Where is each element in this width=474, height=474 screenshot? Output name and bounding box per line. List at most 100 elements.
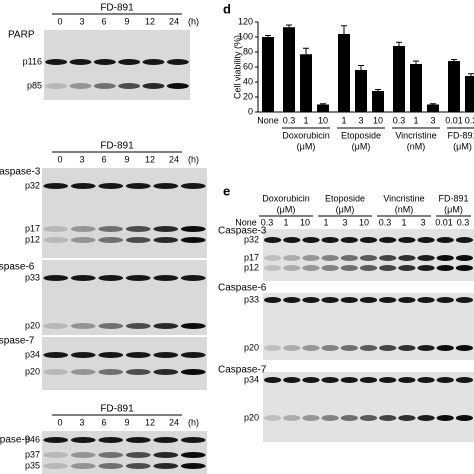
y-tick-label: 40 <box>243 76 253 86</box>
band <box>359 377 378 383</box>
dose-label: 10 <box>359 217 369 227</box>
protein-label: Caspase-7 <box>0 336 35 347</box>
band <box>263 297 282 303</box>
group-unit: (μM) <box>444 204 463 214</box>
band <box>455 237 474 243</box>
band <box>180 452 206 458</box>
x-tick-label: 1 <box>341 115 346 125</box>
x-tick-label: 1 <box>303 115 308 125</box>
band <box>125 226 151 232</box>
band <box>153 463 179 469</box>
bar <box>393 46 405 112</box>
band <box>69 59 92 65</box>
time-unit: (h) <box>188 154 199 164</box>
time-label: 3 <box>79 154 84 164</box>
band <box>302 345 320 351</box>
band <box>70 237 96 243</box>
band <box>321 265 339 271</box>
band <box>118 59 141 65</box>
y-tick-label: 20 <box>243 91 253 101</box>
band <box>98 323 124 329</box>
time-label: 24 <box>169 154 179 164</box>
band <box>98 437 124 443</box>
x-tick-label: 1 <box>413 115 418 125</box>
band <box>70 452 96 458</box>
treatment-label: FD-891 <box>100 3 134 14</box>
x-tick-label: None <box>257 115 279 125</box>
x-tick-label: 0.3 <box>393 115 406 125</box>
band <box>379 377 397 383</box>
band <box>263 377 282 383</box>
band <box>125 452 151 458</box>
band <box>70 463 96 469</box>
band <box>180 463 206 469</box>
band <box>43 275 69 281</box>
blot <box>42 431 207 474</box>
band <box>153 369 179 375</box>
band <box>340 265 358 271</box>
band <box>70 323 96 329</box>
dose-label: 1 <box>401 217 406 227</box>
band <box>166 59 189 65</box>
band <box>43 369 69 375</box>
y-tick-label: 80 <box>243 46 253 56</box>
dose-label: 10 <box>300 217 310 227</box>
group-label: Doxorubicin <box>282 130 330 140</box>
bar <box>410 64 422 112</box>
time-label: 9 <box>124 154 129 164</box>
group-unit: (nM) <box>407 141 426 151</box>
band <box>436 345 454 351</box>
band <box>263 265 282 271</box>
protein-label: Caspase-3 <box>0 167 41 178</box>
band <box>321 237 339 243</box>
band <box>379 415 397 421</box>
band <box>359 237 378 243</box>
blot <box>42 168 207 258</box>
dose-label: 0.01 <box>435 217 453 227</box>
treatment-label: FD-891 <box>100 404 134 415</box>
marker-label: p32 <box>244 234 259 244</box>
group-label: Doxorubicin <box>262 193 310 203</box>
blot <box>44 30 190 100</box>
band <box>455 255 474 261</box>
band <box>417 297 435 303</box>
dose-label: 0.3 <box>379 217 392 227</box>
band <box>153 352 179 358</box>
band <box>340 345 358 351</box>
band <box>69 83 92 89</box>
marker-label: p34 <box>25 349 40 359</box>
band <box>70 183 96 189</box>
marker-label: p37 <box>25 449 40 459</box>
marker-label: p12 <box>25 234 40 244</box>
time-label: 9 <box>124 417 129 427</box>
band <box>379 265 397 271</box>
band <box>340 255 358 261</box>
time-label: 6 <box>101 16 106 26</box>
band <box>359 345 378 351</box>
time-label: 9 <box>124 16 129 26</box>
marker-label: p32 <box>25 180 40 190</box>
protein-label: Caspase-6 <box>218 283 267 294</box>
marker-label: p34 <box>244 374 259 384</box>
dose-label: 3 <box>420 217 425 227</box>
bar <box>355 70 367 112</box>
time-label: 3 <box>79 16 84 26</box>
panel-label: d <box>223 1 231 16</box>
time-label: 0 <box>57 154 62 164</box>
band <box>302 265 320 271</box>
band <box>43 183 69 189</box>
band <box>263 237 282 243</box>
band <box>436 255 454 261</box>
x-tick-label: 0.01 <box>445 115 463 125</box>
band <box>43 437 69 443</box>
band <box>398 265 416 271</box>
band <box>180 369 206 375</box>
y-tick-label: 60 <box>243 61 253 71</box>
band <box>302 237 320 243</box>
band <box>321 297 339 303</box>
dose-label: None <box>235 217 257 227</box>
band <box>125 275 151 281</box>
band <box>417 345 435 351</box>
band <box>153 237 179 243</box>
x-tick-label: 3 <box>430 115 435 125</box>
